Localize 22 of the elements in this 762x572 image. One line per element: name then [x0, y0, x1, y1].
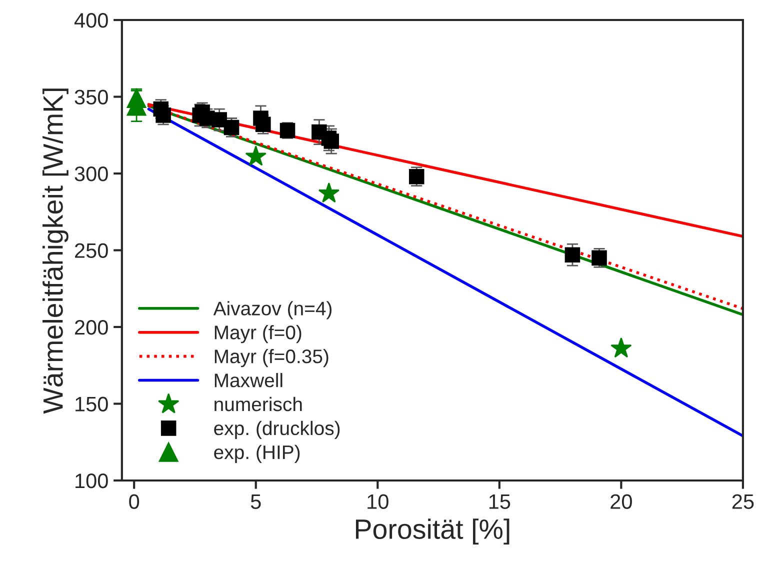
y-tick-label: 200 [75, 320, 108, 335]
legend-label: Mayr (f=0) [214, 325, 302, 344]
y-tick-label: 150 [76, 396, 108, 412]
legend-label: Aivazov (n=4) [213, 301, 332, 320]
x-tick-label: 15 [489, 494, 510, 509]
legend-label: Mayr (f=0.35) [214, 349, 328, 368]
y-tick-label: 100 [76, 473, 108, 488]
y-tick-label: 250 [75, 243, 108, 258]
x-tick-label: 10 [368, 494, 388, 509]
legend-label: exp. (drucklos) [214, 420, 340, 440]
y-tick-label: 300 [74, 166, 108, 182]
y-tick-label: 350 [74, 90, 108, 105]
legend-label: numerisch [214, 396, 302, 412]
legend-label: Maxwell [214, 372, 282, 388]
y-tick-label: 400 [74, 13, 108, 28]
x-tick-label: 20 [610, 494, 632, 509]
x-tick-label: 0 [129, 494, 140, 509]
y-axis-title: Wärmeleitfähigkeit [W/mK] [42, 88, 68, 414]
x-tick-label: 5 [250, 494, 261, 509]
legend-label: exp. (HIP) [214, 444, 300, 463]
x-axis-title: Porosität [%] [356, 518, 510, 545]
x-tick-label: 25 [732, 494, 754, 509]
